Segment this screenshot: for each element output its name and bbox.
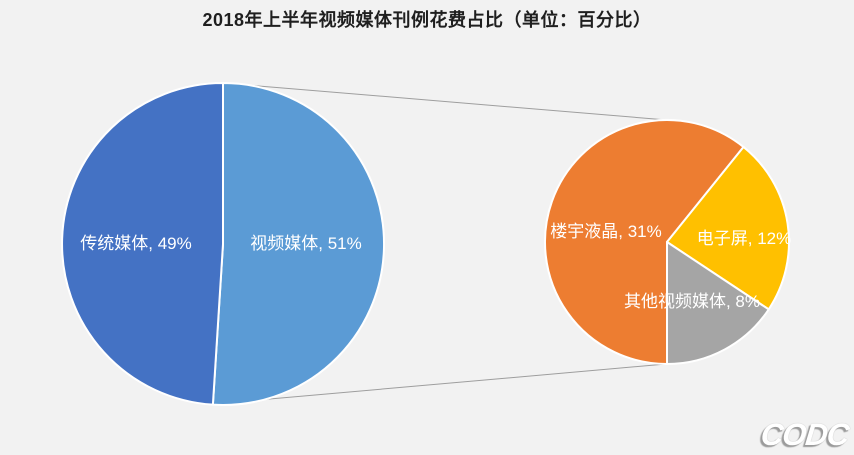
connector-line [212, 363, 667, 405]
pie-slice-e-screen [666, 145, 790, 311]
connector-line [222, 82, 668, 121]
pie-label-video-media: 视频媒体, 51% [250, 234, 361, 253]
chart-title: 2018年上半年视频媒体刊例花费占比（单位：百分比） [202, 10, 652, 30]
pie-label-e-screen: 电子屏, 12% [697, 229, 791, 248]
codc-logo: CODC [758, 417, 850, 452]
pie-slice-building-lcd [543, 119, 745, 365]
pie-slice-traditional-media [61, 82, 224, 406]
pie-slice-other-video-media [666, 241, 770, 365]
pie-slice-video-media [211, 82, 386, 406]
pie-label-traditional-media: 传统媒体, 49% [80, 234, 191, 253]
pie-label-building-lcd: 楼宇液晶, 31% [550, 222, 661, 241]
pie-label-other-video-media: 其他视频媒体, 8% [624, 292, 760, 311]
